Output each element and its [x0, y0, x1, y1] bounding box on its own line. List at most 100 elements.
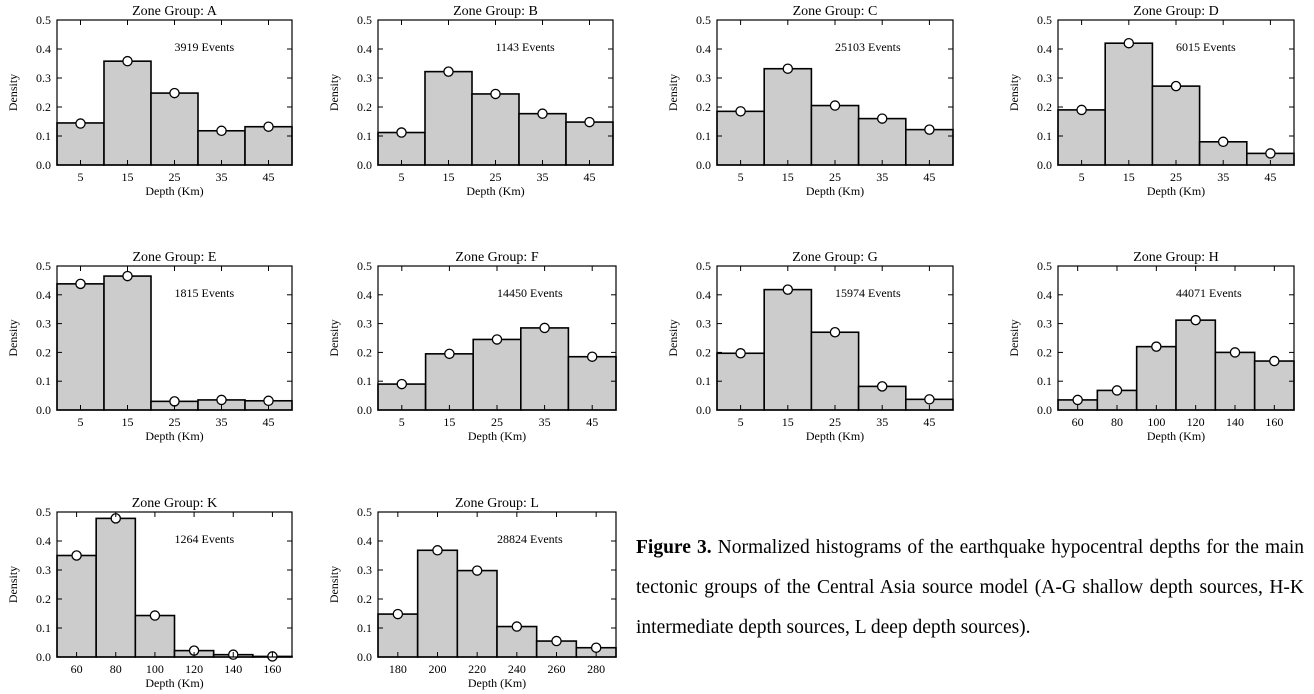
density-marker [75, 278, 86, 290]
y-tick-label: 0.0 [36, 650, 51, 664]
y-tick-label: 0.3 [36, 71, 51, 85]
y-tick-label: 0.4 [357, 288, 372, 302]
x-tick-label: 5 [78, 415, 84, 429]
events-count-label: 28824 Events [497, 532, 563, 546]
x-axis-label: Depth (Km) [468, 429, 526, 443]
density-marker [169, 396, 180, 407]
density-marker [1111, 385, 1123, 396]
y-tick-label: 0.0 [357, 403, 372, 417]
y-tick-label: 0.5 [696, 13, 711, 27]
histogram-bar [472, 338, 522, 411]
y-tick-label: 0.1 [696, 129, 711, 143]
density-marker [586, 351, 598, 362]
histogram-bar [56, 283, 105, 411]
density-marker [490, 88, 501, 100]
density-marker [584, 116, 595, 128]
x-axis-label: Depth (Km) [806, 429, 864, 443]
y-tick-label: 0.0 [1037, 158, 1052, 172]
density-marker [782, 284, 794, 295]
x-tick-label: 5 [399, 415, 405, 429]
y-axis-label: Density [327, 566, 341, 603]
histogram-bar [857, 117, 907, 166]
density-marker [1170, 80, 1182, 92]
y-tick-label: 0.3 [696, 71, 711, 85]
density-marker [392, 608, 404, 620]
x-tick-label: 15 [782, 170, 794, 184]
y-tick-label: 0.3 [357, 71, 372, 85]
y-tick-label: 0.2 [357, 100, 372, 114]
density-marker [1269, 355, 1280, 367]
histogram-bar [810, 104, 860, 166]
histogram-bar [1057, 109, 1107, 166]
x-tick-label: 180 [389, 662, 407, 676]
x-tick-label: 35 [537, 170, 549, 184]
histogram-bar [716, 110, 766, 166]
y-tick-label: 0.0 [357, 158, 372, 172]
y-axis-label: Density [6, 74, 20, 111]
x-tick-label: 260 [548, 662, 566, 676]
x-axis-label: Depth (Km) [1147, 429, 1205, 443]
y-tick-label: 0.1 [1037, 374, 1052, 388]
histogram-bar [56, 554, 97, 658]
density-marker [1265, 148, 1276, 159]
y-tick-label: 0.3 [1037, 71, 1052, 85]
panel-title: Zone Group: C [793, 4, 878, 19]
x-tick-label: 45 [263, 415, 275, 429]
panel-title: Zone Group: F [455, 250, 538, 265]
y-tick-label: 0.1 [36, 129, 51, 143]
y-axis-label: Density [666, 74, 680, 111]
y-tick-label: 0.2 [696, 345, 711, 359]
x-tick-label: 280 [587, 662, 605, 676]
density-marker [551, 635, 562, 647]
y-tick-label: 0.4 [696, 42, 711, 56]
x-tick-label: 15 [443, 415, 455, 429]
x-tick-label: 100 [1147, 415, 1165, 429]
x-tick-label: 80 [110, 662, 122, 676]
y-tick-label: 0.5 [357, 505, 372, 519]
y-axis-label: Density [666, 319, 680, 356]
x-tick-label: 25 [490, 170, 502, 184]
histogram-bar [519, 327, 570, 411]
events-count-label: 14450 Events [497, 286, 563, 300]
histogram-bar [56, 122, 105, 166]
histogram-bar [810, 331, 860, 411]
x-tick-label: 15 [782, 415, 794, 429]
x-tick-label: 140 [1226, 415, 1244, 429]
density-marker [263, 121, 274, 132]
x-tick-label: 45 [584, 170, 596, 184]
x-axis-label: Depth (Km) [806, 184, 864, 198]
histogram-bar [1214, 351, 1256, 411]
y-tick-label: 0.4 [36, 288, 51, 302]
y-tick-label: 0.4 [36, 42, 51, 56]
density-marker [169, 87, 180, 99]
x-tick-label: 80 [1111, 415, 1123, 429]
histogram-bar [424, 353, 475, 411]
panel-title: Zone Group: D [1133, 4, 1219, 19]
histogram-panel: 0.0 0.1 0.2 0.3 0.4 0.5 60 80 100 120 140 160 Zone G… [6, 496, 293, 690]
caption-label: Figure 3. [636, 537, 712, 558]
y-tick-label: 0.2 [357, 345, 372, 359]
y-tick-label: 0.0 [357, 650, 372, 664]
x-tick-label: 5 [738, 415, 744, 429]
x-tick-label: 25 [169, 415, 181, 429]
y-tick-label: 0.5 [36, 13, 51, 27]
density-marker [1229, 347, 1241, 358]
histogram-bar [1104, 42, 1154, 166]
events-count-label: 15974 Events [835, 286, 901, 300]
y-tick-label: 0.2 [36, 100, 51, 114]
density-marker [471, 565, 483, 576]
x-tick-label: 240 [508, 662, 526, 676]
events-count-label: 44071 Events [1176, 286, 1242, 300]
y-tick-label: 0.3 [357, 317, 372, 331]
events-count-label: 1815 Events [175, 286, 235, 300]
y-tick-label: 0.1 [357, 621, 372, 635]
y-tick-label: 0.2 [696, 100, 711, 114]
histogram-panel: 0.0 0.1 0.2 0.3 0.4 0.5 5 15 25 35 45 Zone Group: G… [666, 250, 954, 443]
x-tick-label: 120 [1187, 415, 1205, 429]
density-marker [590, 642, 602, 653]
x-tick-label: 45 [1264, 170, 1276, 184]
histogram-bar [518, 112, 567, 166]
density-marker [782, 63, 794, 74]
y-tick-label: 0.0 [36, 158, 51, 172]
y-axis-label: Density [1007, 319, 1021, 356]
